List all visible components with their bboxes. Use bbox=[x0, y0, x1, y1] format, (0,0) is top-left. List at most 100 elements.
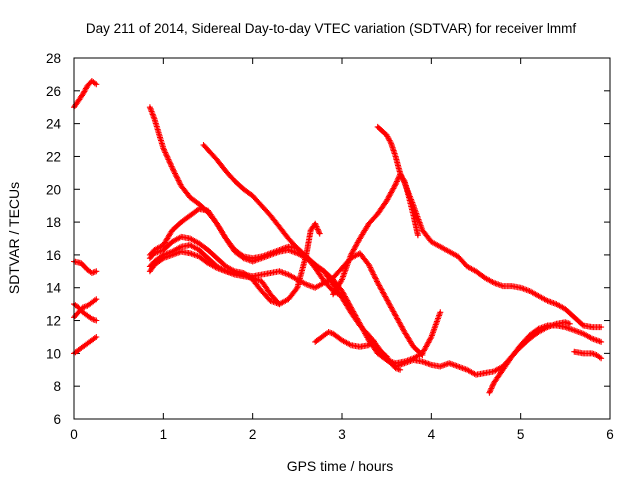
data-point bbox=[224, 170, 228, 173]
data-point bbox=[305, 255, 308, 258]
series-markers bbox=[374, 123, 605, 331]
data-point bbox=[197, 207, 201, 211]
data-point bbox=[269, 271, 272, 275]
data-point bbox=[202, 143, 205, 147]
data-point bbox=[206, 256, 210, 260]
data-point bbox=[421, 353, 424, 357]
data-point bbox=[77, 311, 80, 314]
data-point bbox=[171, 166, 174, 170]
data-point bbox=[251, 278, 254, 281]
data-point bbox=[385, 355, 388, 358]
y-axis-label: SDTVAR / TECUs bbox=[6, 182, 22, 294]
x-tick-label: 5 bbox=[517, 427, 525, 442]
data-point bbox=[95, 270, 98, 273]
data-point bbox=[233, 270, 236, 273]
data-point bbox=[188, 252, 192, 255]
data-point bbox=[385, 133, 388, 137]
series-s10 bbox=[146, 233, 283, 308]
data-point bbox=[358, 345, 362, 348]
data-point bbox=[474, 270, 478, 273]
data-point bbox=[546, 325, 549, 329]
data-point bbox=[573, 316, 576, 319]
data-point bbox=[564, 320, 567, 324]
data-point bbox=[340, 289, 344, 293]
data-point bbox=[197, 248, 201, 252]
data-point bbox=[376, 281, 379, 285]
data-point bbox=[251, 194, 254, 198]
data-point bbox=[95, 335, 98, 339]
data-point bbox=[206, 248, 210, 252]
data-point bbox=[564, 325, 567, 329]
data-point bbox=[322, 334, 326, 337]
data-point bbox=[367, 334, 370, 337]
data-point bbox=[367, 263, 370, 266]
data-point bbox=[148, 256, 152, 260]
data-point bbox=[314, 222, 317, 225]
data-point bbox=[546, 299, 549, 303]
data-point bbox=[77, 99, 80, 102]
data-point bbox=[564, 307, 567, 311]
data-point bbox=[590, 352, 594, 355]
series-markers bbox=[146, 220, 323, 308]
data-point bbox=[215, 256, 219, 260]
data-point bbox=[376, 212, 379, 216]
data-point bbox=[242, 275, 245, 278]
data-point bbox=[296, 252, 299, 255]
data-point bbox=[188, 237, 192, 240]
data-point bbox=[81, 345, 85, 348]
data-point bbox=[233, 248, 236, 252]
data-point bbox=[215, 222, 219, 225]
data-point bbox=[206, 209, 210, 212]
data-point bbox=[582, 352, 585, 355]
data-point bbox=[358, 324, 362, 327]
data-point bbox=[430, 240, 433, 243]
data-point bbox=[224, 270, 228, 273]
series-markers bbox=[486, 319, 573, 396]
data-point bbox=[314, 340, 317, 344]
data-point bbox=[367, 222, 370, 225]
data-point bbox=[331, 293, 335, 296]
data-point bbox=[81, 311, 85, 314]
data-point bbox=[537, 294, 540, 298]
data-point bbox=[278, 270, 281, 273]
data-point bbox=[385, 298, 388, 301]
data-point bbox=[153, 260, 156, 263]
data-point bbox=[188, 243, 192, 247]
data-point bbox=[590, 337, 594, 340]
data-point bbox=[510, 355, 513, 358]
data-point bbox=[153, 252, 156, 255]
data-point bbox=[492, 370, 496, 373]
data-point bbox=[385, 199, 388, 202]
data-point bbox=[394, 155, 397, 158]
data-point bbox=[358, 237, 362, 240]
data-point bbox=[389, 362, 393, 365]
data-point bbox=[416, 234, 420, 237]
data-point bbox=[483, 371, 487, 375]
data-point bbox=[376, 347, 379, 350]
data-point bbox=[95, 83, 98, 86]
data-point bbox=[519, 286, 522, 289]
data-point bbox=[537, 330, 540, 334]
data-point bbox=[296, 247, 299, 250]
series-markers bbox=[71, 258, 100, 276]
x-tick-label: 6 bbox=[606, 427, 614, 442]
data-point bbox=[501, 284, 504, 288]
data-point bbox=[448, 250, 451, 253]
data-point bbox=[309, 229, 312, 232]
plot-area bbox=[71, 78, 605, 396]
data-point bbox=[206, 261, 210, 265]
data-point bbox=[322, 270, 326, 273]
data-point bbox=[403, 330, 406, 334]
series-s12 bbox=[312, 329, 404, 373]
data-point bbox=[95, 319, 98, 322]
data-point bbox=[77, 348, 80, 352]
data-point bbox=[197, 255, 201, 258]
data-point bbox=[162, 147, 165, 150]
series-markers bbox=[71, 78, 100, 111]
data-point bbox=[162, 248, 165, 252]
data-point bbox=[340, 266, 344, 270]
series-s16 bbox=[571, 348, 605, 362]
series-s1 bbox=[71, 78, 100, 111]
series-s8 bbox=[146, 220, 323, 308]
